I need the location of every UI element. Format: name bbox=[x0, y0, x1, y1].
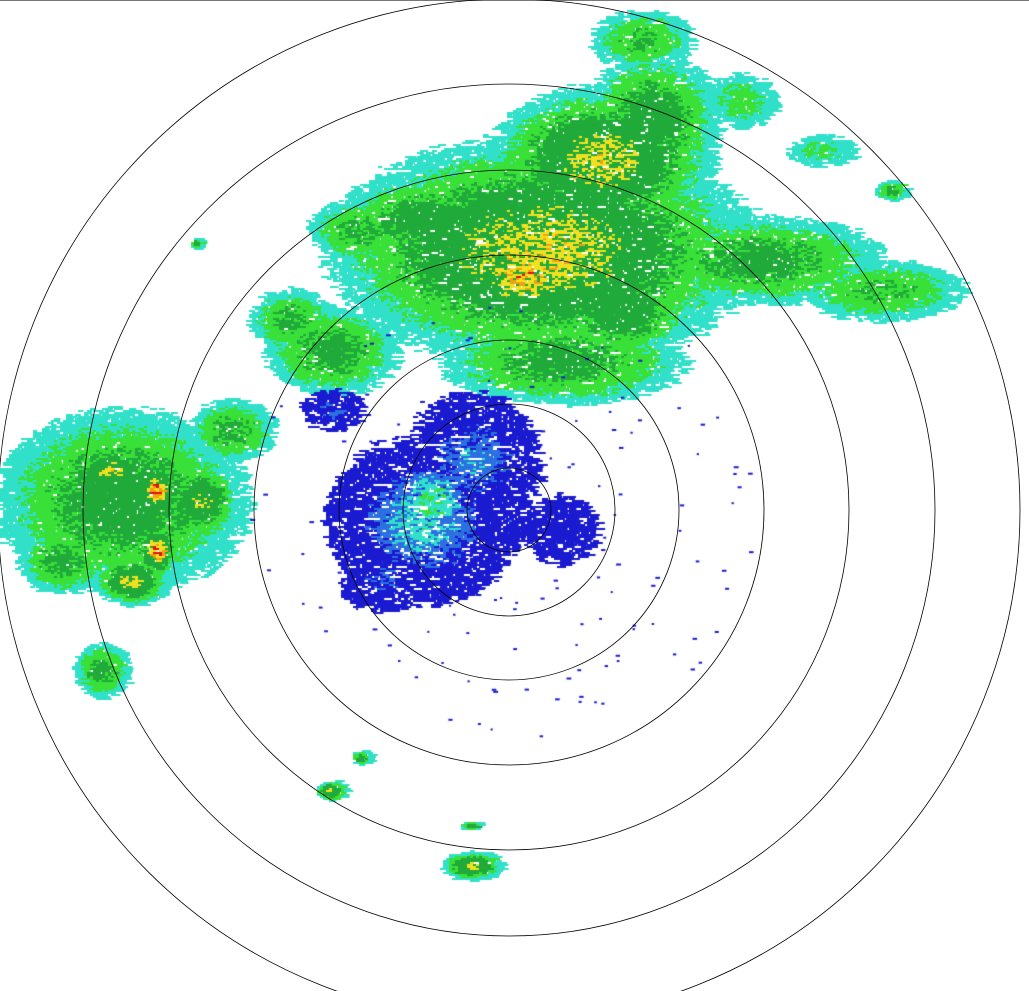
range-ring-3 bbox=[338, 339, 680, 681]
range-ring-1 bbox=[466, 467, 552, 553]
range-ring-6 bbox=[82, 83, 936, 937]
range-ring-5 bbox=[168, 169, 850, 851]
range-ring-2 bbox=[402, 403, 616, 617]
range-ring-4 bbox=[253, 254, 765, 766]
